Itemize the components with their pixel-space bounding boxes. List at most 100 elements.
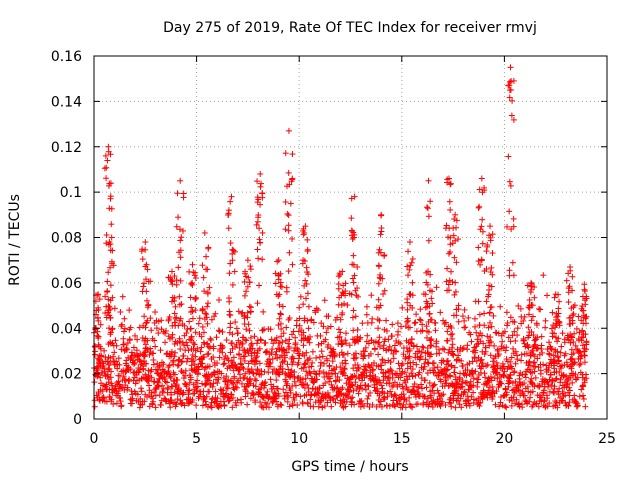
data-point bbox=[218, 370, 225, 377]
data-point bbox=[138, 388, 145, 395]
data-point bbox=[152, 392, 159, 399]
data-point bbox=[424, 344, 431, 351]
data-point bbox=[547, 345, 554, 352]
data-point bbox=[231, 268, 238, 275]
data-point bbox=[175, 264, 182, 271]
data-point bbox=[305, 303, 312, 310]
data-point bbox=[503, 309, 510, 316]
data-point bbox=[199, 262, 206, 269]
data-point bbox=[579, 342, 586, 349]
data-point bbox=[152, 343, 159, 350]
data-point bbox=[95, 333, 102, 340]
data-point bbox=[355, 293, 362, 300]
data-point bbox=[528, 317, 535, 324]
data-point bbox=[539, 349, 546, 356]
data-point bbox=[563, 383, 570, 390]
data-point bbox=[233, 341, 240, 348]
data-point bbox=[381, 287, 388, 294]
data-point bbox=[267, 359, 274, 366]
data-point bbox=[487, 319, 494, 326]
y-tick-label: 0.04 bbox=[51, 321, 82, 337]
data-point bbox=[214, 380, 221, 387]
data-point bbox=[582, 314, 589, 321]
data-point bbox=[289, 151, 296, 158]
data-point bbox=[386, 380, 393, 387]
data-point bbox=[209, 383, 216, 390]
data-point bbox=[227, 312, 234, 319]
data-point bbox=[364, 332, 371, 339]
data-point bbox=[304, 246, 311, 253]
data-point bbox=[273, 348, 280, 355]
data-point bbox=[383, 327, 390, 334]
data-point bbox=[535, 403, 542, 410]
data-point bbox=[259, 256, 266, 263]
data-point bbox=[456, 401, 463, 408]
data-point bbox=[482, 374, 489, 381]
data-point bbox=[149, 401, 156, 408]
data-point bbox=[228, 193, 235, 200]
data-point bbox=[484, 394, 491, 401]
data-point bbox=[421, 363, 428, 370]
data-point bbox=[228, 391, 235, 398]
data-point bbox=[445, 383, 452, 390]
data-point bbox=[549, 377, 556, 384]
data-point bbox=[139, 256, 146, 263]
data-point bbox=[538, 333, 545, 340]
data-point bbox=[224, 385, 231, 392]
data-point bbox=[341, 372, 348, 379]
data-point bbox=[376, 304, 383, 311]
data-point bbox=[405, 272, 412, 279]
data-point bbox=[487, 269, 494, 276]
data-point bbox=[108, 258, 115, 265]
data-point bbox=[378, 382, 385, 389]
data-point bbox=[229, 331, 236, 338]
data-point bbox=[120, 328, 127, 335]
data-point bbox=[321, 360, 328, 367]
data-point bbox=[254, 300, 261, 307]
data-point bbox=[181, 402, 188, 409]
data-point bbox=[172, 349, 179, 356]
data-point bbox=[407, 403, 414, 410]
data-point bbox=[95, 341, 102, 348]
data-point bbox=[92, 348, 99, 355]
data-point bbox=[231, 373, 238, 380]
data-point bbox=[94, 328, 101, 335]
data-point bbox=[447, 234, 454, 241]
data-point bbox=[144, 378, 151, 385]
data-point bbox=[247, 304, 254, 311]
data-point bbox=[186, 379, 193, 386]
data-point bbox=[520, 317, 527, 324]
data-point bbox=[317, 332, 324, 339]
data-point bbox=[423, 298, 430, 305]
data-point bbox=[375, 339, 382, 346]
data-point bbox=[308, 363, 315, 370]
data-point bbox=[150, 350, 157, 357]
data-point bbox=[170, 357, 177, 364]
data-point bbox=[332, 399, 339, 406]
data-point bbox=[478, 332, 485, 339]
data-point bbox=[180, 352, 187, 359]
data-point bbox=[447, 241, 454, 248]
data-point bbox=[377, 231, 384, 238]
data-point bbox=[319, 404, 326, 411]
data-point bbox=[437, 309, 444, 316]
data-point bbox=[442, 401, 449, 408]
data-point bbox=[402, 353, 409, 360]
data-point bbox=[479, 228, 486, 235]
data-point bbox=[205, 350, 212, 357]
data-point bbox=[285, 227, 292, 234]
data-point bbox=[152, 309, 159, 316]
data-point bbox=[107, 355, 114, 362]
data-point bbox=[344, 302, 351, 309]
data-point bbox=[481, 370, 488, 377]
data-point bbox=[338, 292, 345, 299]
data-point bbox=[339, 360, 346, 367]
data-point bbox=[582, 403, 589, 410]
data-point bbox=[257, 336, 264, 343]
data-point bbox=[444, 366, 451, 373]
data-point bbox=[460, 370, 467, 377]
data-point bbox=[517, 305, 524, 312]
data-point bbox=[101, 165, 108, 172]
data-point bbox=[188, 346, 195, 353]
y-tick-label: 0.1 bbox=[60, 185, 82, 201]
